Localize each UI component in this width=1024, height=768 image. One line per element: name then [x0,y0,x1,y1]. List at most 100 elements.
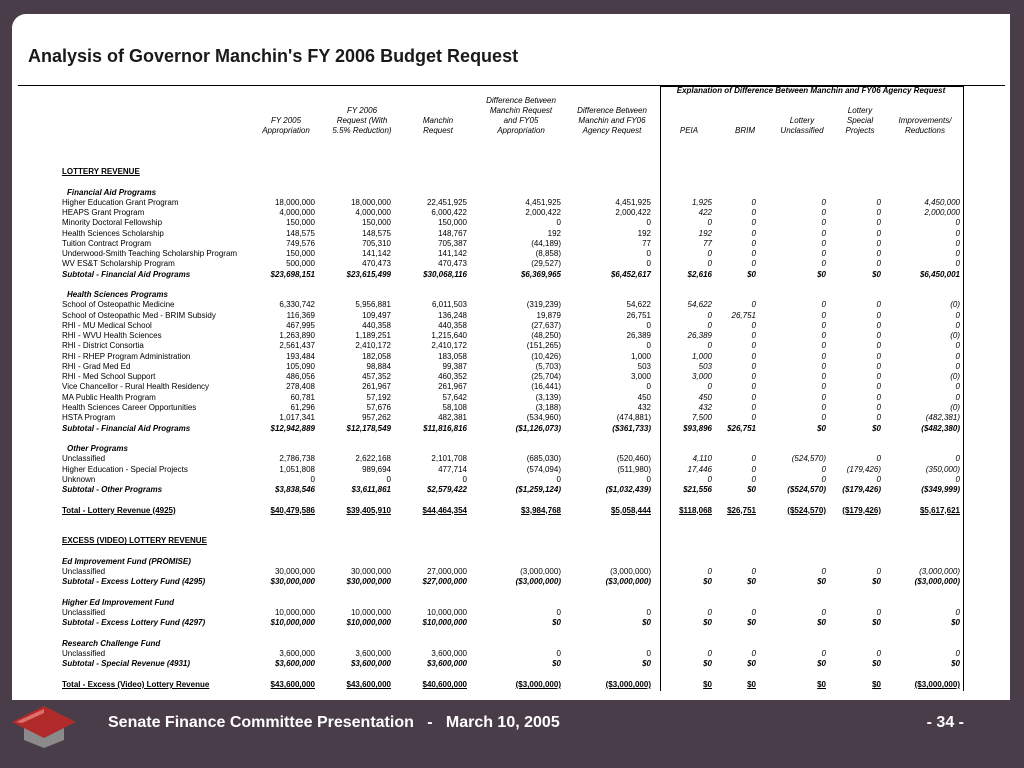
column-header: Manchin [422,116,454,125]
cell: 6,011,503 [432,300,467,310]
cell: 0 [707,382,712,392]
cell: $12,178,549 [346,423,392,433]
cell: 0 [955,351,960,361]
cell: 0 [646,320,651,330]
cell: 0 [876,413,881,423]
cell: 2,000,422 [525,208,561,218]
cell: 0 [751,464,756,474]
cell: 457,352 [362,372,391,382]
cell: 18,000,000 [274,197,315,207]
cell: $26,751 [727,505,756,515]
cell: 749,576 [286,238,315,248]
cell: $10,000,000 [422,618,468,628]
slide-title: Analysis of Governor Manchin's FY 2006 B… [28,46,519,66]
cell: 2,622,168 [355,454,391,464]
cell: $0 [872,618,881,628]
cell: 0 [751,300,756,310]
cell: 0 [876,208,881,218]
row-label: RHI - RHEP Program Administration [62,351,191,361]
column-header: Difference Between [486,96,556,105]
column-header: Agency Request [582,126,642,135]
cell: 54,622 [687,300,712,310]
cell: 27,000,000 [426,567,467,577]
cell: $43,600,000 [270,680,316,689]
cell: $0 [951,618,960,628]
cell: $39,405,910 [346,505,392,515]
cell: 0 [955,238,960,248]
cell: $30,000,000 [270,577,316,587]
cell: ($482,380) [921,423,960,433]
cell: 2,410,172 [355,341,391,351]
cell: ($524,570) [787,485,826,495]
cell: 0 [876,228,881,238]
cell: 0 [876,474,881,484]
cell: (25,704) [531,372,561,382]
column-header: BRIM [735,126,755,135]
cell: 0 [707,341,712,351]
row-label: HEAPS Grant Program [62,208,145,218]
group-title: Financial Aid Programs [67,187,157,197]
cell: 2,101,708 [431,454,467,464]
cell: 0 [876,608,881,618]
cell: 1,017,341 [279,413,315,423]
content-panel [12,14,1010,700]
cell: 0 [876,567,881,577]
cell: (534,960) [526,413,561,423]
cell: (27,637) [531,320,561,330]
cell: 0 [751,567,756,577]
cell: 0 [955,474,960,484]
cell: 482,381 [438,413,467,423]
cell: 0 [821,567,826,577]
logo-shine [16,709,44,723]
cell: 432 [698,402,712,412]
cell: 4,000,000 [355,208,391,218]
cell: (524,570) [791,454,826,464]
cell: 10,000,000 [426,608,467,618]
section-title: LOTTERY REVENUE [62,167,140,176]
cell: $10,000,000 [270,618,316,628]
row-label: RHI - Grad Med Ed [62,361,131,371]
cell: $43,600,000 [346,680,392,689]
cell: 486,056 [286,372,315,382]
cell: (5,703) [535,361,561,371]
cell: $118,068 [679,505,712,515]
cell: 18,000,000 [350,197,391,207]
subtotal-label: Subtotal - Other Programs [62,485,163,495]
cell: 705,387 [438,238,467,248]
cell: 705,310 [362,238,391,248]
cell: 116,369 [286,310,315,320]
cell: 0 [821,351,826,361]
cell: ($3,000,000) [605,680,651,689]
cell: 0 [707,608,712,618]
row-label: Unclassified [62,608,106,618]
cell: $0 [747,269,756,279]
subtotal-label: Subtotal - Excess Lottery Fund (4295) [62,577,206,587]
cell: $26,751 [727,423,756,433]
cell: 182,058 [362,351,391,361]
cell: 0 [876,341,881,351]
cell: 1,925 [691,197,712,207]
cell: $0 [872,577,881,587]
cell: 2,000,422 [615,208,651,218]
cell: 0 [310,474,315,484]
explanation-title: Explanation of Difference Between Manchi… [676,86,946,95]
cell: 0 [821,320,826,330]
column-header: Unclassified [780,126,824,135]
cell: 57,642 [442,392,467,402]
cell: 0 [821,310,826,320]
cell: 0 [821,649,826,659]
cell: 0 [707,249,712,259]
cell: $0 [642,659,651,669]
cell: $0 [951,659,960,669]
column-header: Request [423,126,453,135]
cell: 0 [751,331,756,341]
cell: 99,387 [442,361,467,371]
logo [12,706,76,748]
cell: 58,108 [442,402,467,412]
cell: 0 [821,382,826,392]
cell: 0 [751,341,756,351]
cell: 0 [646,474,651,484]
cell: 422 [698,208,712,218]
cell: 30,000,000 [274,567,315,577]
